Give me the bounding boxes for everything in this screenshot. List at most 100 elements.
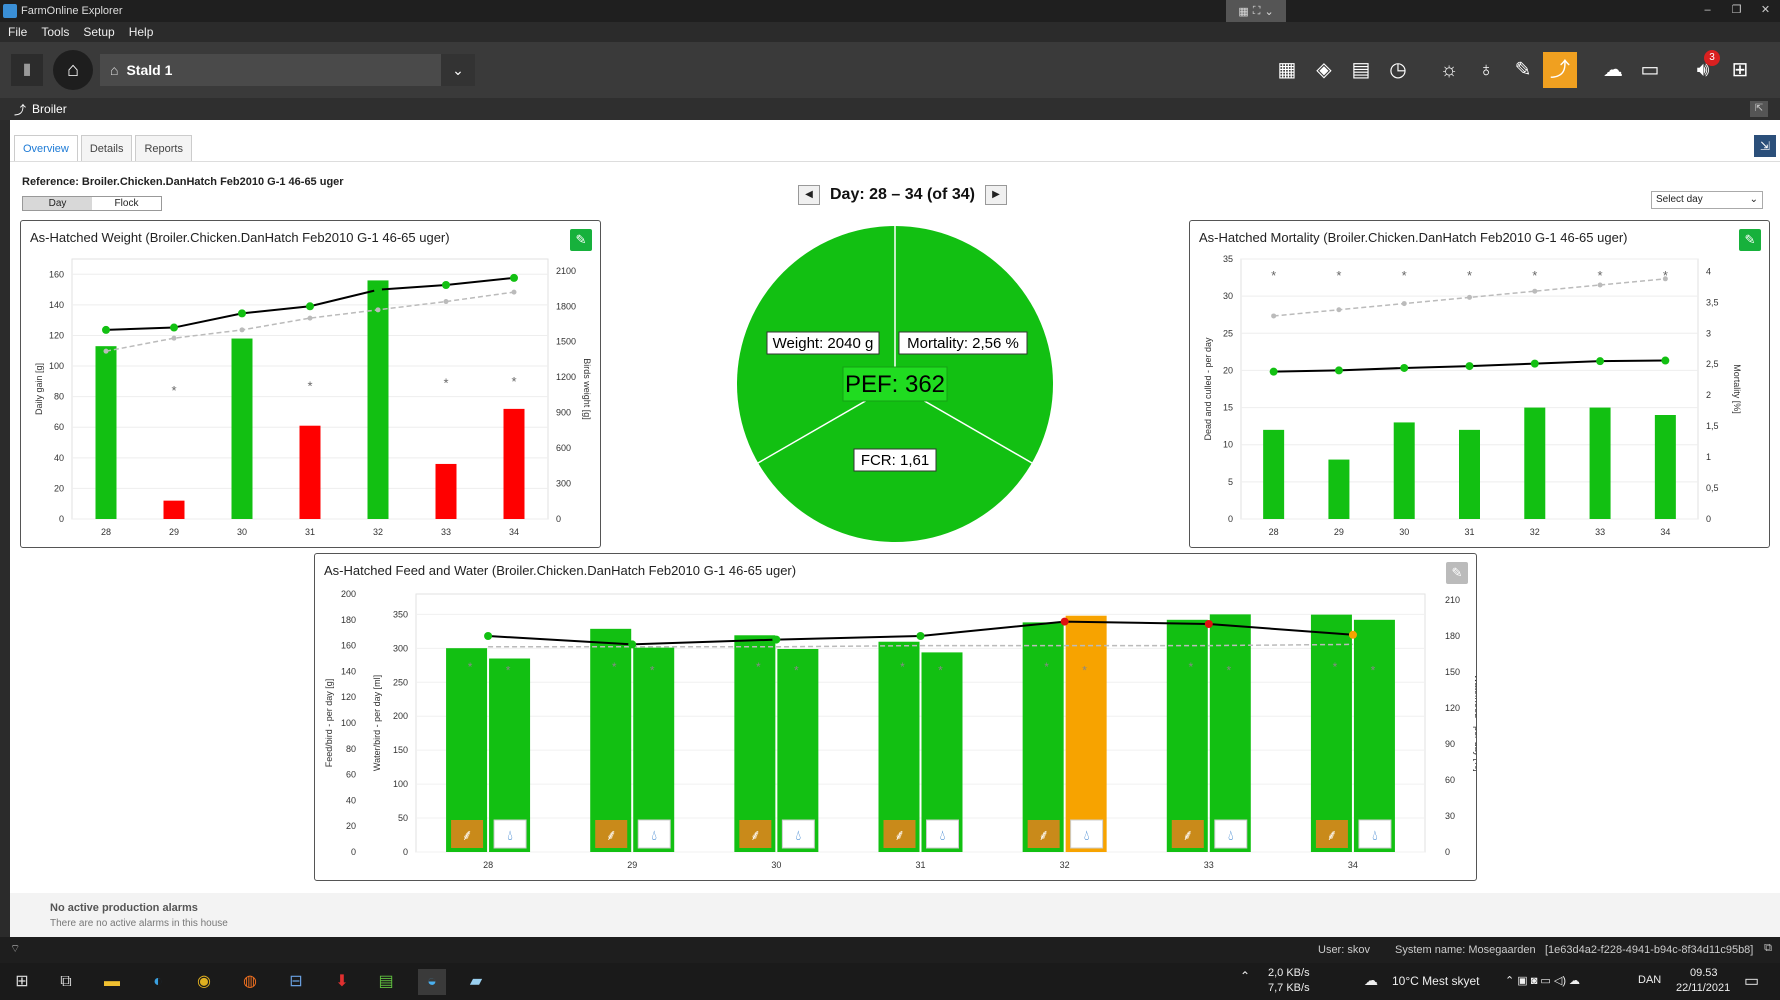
box-view-icon[interactable]: ◈	[1316, 59, 1332, 81]
climate-icon[interactable]: ☼	[1439, 59, 1459, 81]
edge-browser-icon[interactable]: ◐	[153, 973, 163, 990]
tab-overview[interactable]: Overview	[14, 135, 78, 161]
actual-point	[1400, 363, 1409, 372]
reference-star: *	[1336, 268, 1341, 283]
grid-icon[interactable]: ▦	[1238, 5, 1249, 18]
farmonline-taskbar-icon[interactable]: ◒	[418, 969, 446, 995]
feed-bar	[1166, 619, 1208, 852]
y2-tick-label: 1500	[556, 337, 576, 347]
tray-chevron-icon[interactable]: ⌃	[1240, 969, 1251, 983]
next-day-button[interactable]: ▶	[984, 185, 1007, 205]
toggle-flock[interactable]: Flock	[114, 198, 139, 209]
chevron-down-icon: ⌄	[1749, 194, 1758, 205]
feed-bar	[1310, 614, 1352, 852]
chevron-down-icon[interactable]: ⌄	[1264, 5, 1274, 18]
bar	[163, 500, 185, 519]
fullscreen-icon[interactable]: ⛶	[1252, 4, 1261, 17]
bar	[367, 280, 389, 519]
alarm-speaker-icon[interactable]: 🔊︎ 3	[1686, 50, 1720, 88]
system-tray-icons[interactable]: ⌃ ▣ ◙ ▭ ◁) ☁	[1505, 975, 1581, 987]
download-app-icon[interactable]: ⬇	[335, 973, 349, 990]
reference-point	[1597, 282, 1603, 288]
y-tick-label: 100	[49, 361, 64, 371]
close-button[interactable]: ✕	[1760, 4, 1771, 16]
home-button[interactable]: ⌂	[53, 50, 93, 90]
edit-feed-water-button[interactable]: ✎	[1446, 562, 1468, 584]
edit-weight-button[interactable]: ✎	[570, 229, 592, 251]
menu-file[interactable]: File	[8, 25, 28, 39]
history-icon[interactable]: ◷	[1389, 59, 1407, 81]
edit-icon[interactable]: ✎	[1514, 59, 1532, 81]
net-upload-rate: 2,0 KB/s	[1268, 967, 1310, 979]
toggle-day[interactable]: Day	[23, 197, 92, 210]
bar	[435, 463, 457, 519]
weather-station-icon[interactable]: ☁	[1603, 59, 1623, 81]
language-indicator[interactable]: DAN	[1638, 974, 1662, 986]
ratio-point	[1204, 620, 1213, 628]
previous-day-button[interactable]: ◀	[798, 185, 820, 205]
bar	[1263, 429, 1285, 519]
file-explorer-icon[interactable]: ▬	[104, 973, 120, 990]
chrome-browser-icon[interactable]: ◉	[197, 973, 211, 990]
reference-line	[105, 291, 515, 352]
y2-tick-label: 0,5	[1706, 483, 1719, 493]
notepad-app-icon[interactable]: ▤	[378, 973, 394, 990]
minimize-button[interactable]: –	[1704, 4, 1711, 16]
actual-point	[510, 273, 518, 282]
status-system-id: [1e63d4a2-f228-4941-b94c-8f34d11c95b8]	[1545, 944, 1754, 956]
expand-icon[interactable]: ⇱	[1750, 101, 1768, 117]
feed-tick-label: 60	[346, 770, 356, 780]
sidebar-toggle-button[interactable]: ▮	[11, 54, 43, 86]
notifications-icon[interactable]: ▭	[1744, 973, 1760, 990]
restore-button[interactable]: ❐	[1731, 4, 1742, 16]
feed-icon	[595, 820, 628, 848]
house-selector[interactable]: ⌂ Stald 1 ⌄	[100, 54, 475, 86]
bar	[299, 425, 321, 519]
menu-tools[interactable]: Tools	[41, 25, 70, 39]
mortality-chart-panel: As-Hatched Mortality (Broiler.Chicken.Da…	[1189, 220, 1770, 548]
shopping-basket-icon[interactable]: ⊞	[1731, 59, 1749, 81]
window-layout-buttons[interactable]: ▦ ⛶ ⌄	[1226, 0, 1286, 22]
task-view-icon[interactable]: ⧉	[60, 973, 72, 990]
display-icon[interactable]: ▭	[1640, 59, 1660, 81]
broiler-production-icon[interactable]: ⤴	[1543, 52, 1577, 88]
clock-time[interactable]: 09.53	[1690, 967, 1718, 979]
bar	[1459, 429, 1480, 519]
water-drops-icon: 💧︎	[1372, 827, 1378, 843]
x-tick-label: 31	[305, 527, 315, 537]
water-reference-star: *	[1371, 664, 1376, 678]
copy-icon[interactable]: ⧉	[1764, 942, 1772, 954]
ratio-point	[772, 635, 781, 644]
table-view-icon[interactable]: ▤	[1351, 59, 1371, 81]
edit-mortality-button[interactable]: ✎	[1739, 229, 1761, 251]
light-bulb-icon[interactable]: ♁	[1478, 59, 1494, 81]
feed-tick-label: 120	[341, 692, 356, 702]
water-reference-star: *	[1226, 664, 1231, 678]
menu-setup[interactable]: Setup	[83, 25, 115, 39]
network-app-icon[interactable]: ⊟	[289, 973, 303, 990]
feed-icon	[1315, 820, 1348, 848]
x-tick-label: 30	[1399, 527, 1409, 537]
grid-view-icon[interactable]: ▦	[1277, 59, 1297, 81]
tab-details[interactable]: Details	[80, 135, 133, 161]
chevron-down-icon[interactable]: ⌄	[441, 54, 475, 86]
x-tick-label: 30	[237, 527, 247, 537]
tab-reports[interactable]: Reports	[135, 135, 192, 161]
x-tick-label: 33	[1204, 860, 1214, 870]
bar	[95, 346, 117, 519]
reference-point	[511, 289, 517, 295]
y-tick-label: 25	[1223, 328, 1233, 338]
system-tools: ☁ ▭	[1596, 52, 1667, 88]
windows-start-icon[interactable]: ⊞	[15, 973, 29, 990]
select-day-dropdown[interactable]: Select day ⌄	[1651, 191, 1763, 209]
clock-date[interactable]: 22/11/2021	[1676, 982, 1731, 994]
firefox-browser-icon[interactable]: ◍	[243, 973, 257, 990]
menu-help[interactable]: Help	[128, 25, 154, 39]
reference-point	[1401, 301, 1407, 307]
weather-text[interactable]: 10°C Mest skyet	[1392, 974, 1480, 988]
document-app-icon[interactable]: ▰	[469, 973, 483, 990]
home-icon: ⌂	[66, 59, 80, 81]
export-icon[interactable]: ⇲	[1754, 135, 1776, 157]
alarm-count-badge: 3	[1704, 50, 1720, 66]
left-sidebar-strip[interactable]	[0, 120, 10, 960]
